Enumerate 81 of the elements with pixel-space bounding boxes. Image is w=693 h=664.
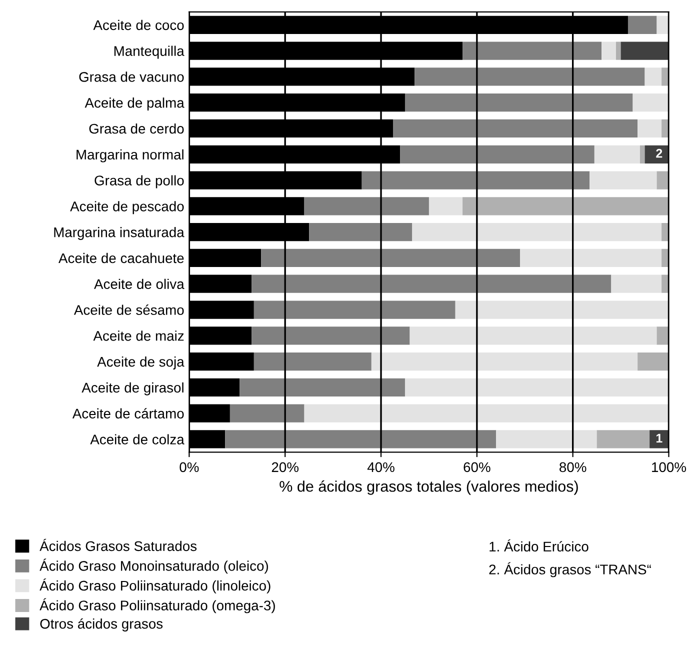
y-tick-label: Mantequilla [114,46,184,59]
legend-label: Ácidos Grasos Saturados [40,538,197,552]
bar [428,197,463,216]
x-tick-label: 20% [272,462,299,472]
bar [616,42,621,60]
y-tick-label: Grasa de pollo [94,175,184,188]
bar [252,326,410,345]
bar [656,171,669,190]
y-tick-label: Aceite de sésamo [74,304,184,315]
bar [662,223,669,242]
bar [414,68,645,86]
y-tick-label: Grasa de cerdo [89,123,184,134]
bar [650,430,669,448]
x-tick-label: 100% [652,462,686,472]
bar [404,94,633,112]
x-axis-title: % de ácidos grasos totales (valores medios) [280,480,578,495]
bar [393,119,638,138]
bar [309,223,412,242]
y-tick-label: Aceite de oliva [94,278,184,290]
y-tick-label: Margarina normal [76,149,184,162]
y-tick-label: Aceite de palma [84,98,184,111]
y-tick-label: Aceite de maiz [93,330,184,341]
y-tick-label: Aceite de pescado [70,201,184,214]
bar [638,352,669,371]
x-tick-label: 40% [367,462,394,472]
bar [628,16,657,34]
text: 2. Ácidos grasos “TRANS“ [489,562,651,578]
bar [496,430,597,448]
bar [412,223,662,242]
x-tick-label: 60% [464,462,490,472]
bar [371,352,638,371]
bar [404,378,669,397]
y-tick-label: Margarina insaturada [54,227,184,240]
y-tick-label: Grasa de vacuno [79,72,184,82]
annotation: 1 [656,434,662,442]
bar [662,274,669,293]
bar [520,248,662,268]
bar [662,68,669,86]
bar [362,171,590,190]
bar [240,378,405,397]
legend-label: Otros ácidos grasos [40,618,163,632]
bar [602,42,616,60]
bar [644,68,662,86]
y-tick-label: Aceite de cártamo [72,408,184,419]
bar [640,145,645,164]
bar [656,16,669,34]
bar [230,404,304,422]
bar [632,94,669,112]
bar [254,300,456,319]
bar [252,274,612,293]
legend-label: Ácido Graso Monoinsaturado (oleico) [40,558,268,574]
bar [594,145,640,164]
bar [590,171,657,190]
bar [656,326,669,345]
bar [662,248,669,268]
bar [620,42,669,60]
bar [254,352,372,371]
bar [611,274,662,293]
text: 1. Ácido Erúcico [490,539,588,552]
bar [304,197,429,216]
bar [455,300,669,319]
x-tick-label: 80% [560,462,586,472]
bar [462,42,602,60]
legend-label: Ácido Graso Poliinsaturado (linoleico) [40,578,270,594]
bar [662,119,669,138]
y-tick-label: Aceite de cacahuete [58,252,184,264]
bar [225,430,496,448]
bar [400,145,594,164]
bar [304,404,669,422]
y-tick-label: Aceite de colza [90,434,184,444]
x-tick-label: 0% [180,462,199,472]
legend-label: Ácido Graso Poliinsaturado (omega-3) [40,598,275,614]
y-tick-label: Aceite de soja [97,356,184,370]
bar [638,119,662,138]
bar [261,248,520,268]
bar [462,197,669,216]
bar [596,430,650,448]
bar [410,326,657,345]
y-tick-label: Aceite de girasol [82,382,184,396]
y-tick-label: Aceite de coco [93,20,184,30]
annotation: 2 [656,148,662,158]
